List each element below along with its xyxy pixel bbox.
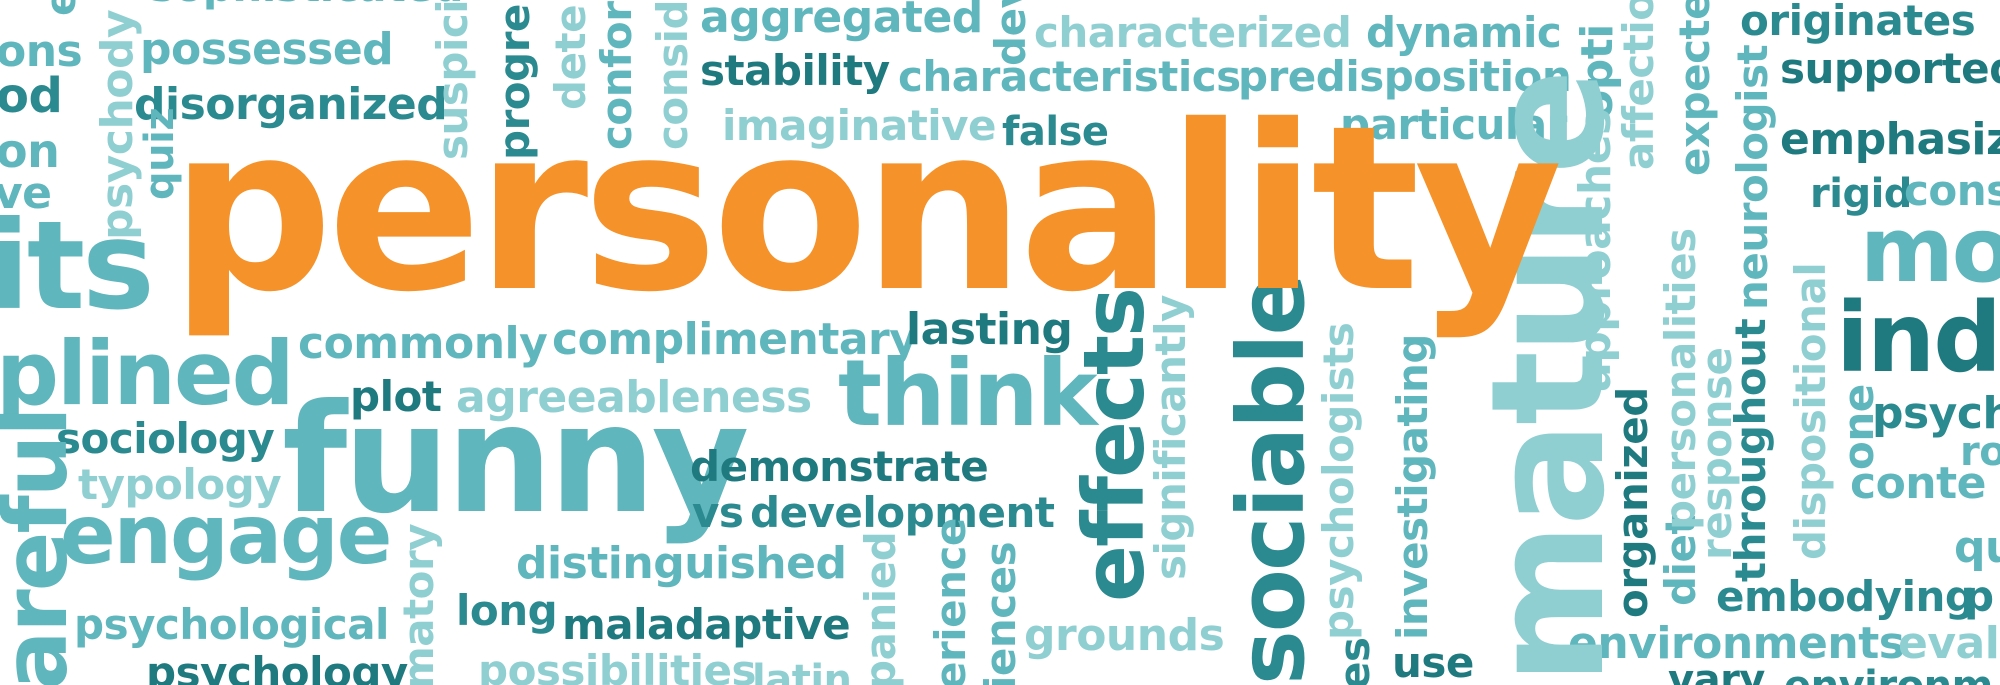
word-organized-vertical: organized (1608, 387, 1657, 618)
word-latin: latin (752, 657, 852, 685)
word-developed-vertical: dev (986, 0, 1035, 66)
word-sophisticated: sophisticated (150, 0, 464, 8)
word-aggregated: aggregated (700, 0, 983, 43)
word-long: long (456, 586, 558, 635)
word-agreeableness: agreeableness (456, 372, 812, 423)
word-conte: conte (1850, 458, 1987, 509)
word-od: od (0, 68, 63, 124)
word-one-vertical: one (1834, 384, 1883, 470)
word-expected-vertical: expecte (1670, 0, 1719, 176)
word-its: its (0, 195, 155, 337)
word-demonstrate: demonstrate (690, 442, 989, 491)
word-p: p (1964, 572, 1994, 621)
word-vs: vs (692, 488, 744, 537)
word-psych: psych (1872, 388, 2000, 439)
word-ro: ro (1960, 429, 2000, 475)
word-complimentary: complimentary (552, 314, 918, 365)
word-plined: plined (0, 322, 295, 425)
word-neurologist-vertical: neurologist (1728, 44, 1777, 310)
word-false: false (1002, 109, 1109, 155)
word-psychological: psychological (74, 600, 389, 649)
word-think: think (838, 340, 1098, 447)
word-grounds: grounds (1024, 610, 1225, 661)
word-ve: ve (0, 168, 52, 219)
word-supported: supported (1780, 44, 2000, 93)
word-disorganized: disorganized (134, 79, 448, 130)
word-predisposition: predisposition (1238, 52, 1572, 101)
word-possessed: possessed (140, 24, 394, 75)
word-characterized: characterized (1034, 8, 1352, 57)
word-distinguished: distinguished (516, 538, 847, 589)
word-rigid: rigid (1810, 171, 1912, 217)
word-stability: stability (700, 46, 890, 95)
word-sociology: sociology (56, 414, 275, 463)
word-mo: mo (1860, 198, 2000, 303)
word-personality-main: personality (170, 76, 1563, 342)
word-engage: engage (60, 488, 392, 583)
word-on: on (0, 124, 60, 178)
word-ons: ons (0, 26, 83, 77)
word-qua: qua (1954, 522, 2000, 573)
word-dynamic: dynamic (1366, 8, 1562, 57)
word-throughout-vertical: throughout (1726, 318, 1775, 582)
word-evalu: evalu (1898, 618, 2000, 669)
word-inflammatory-vertical: matory (394, 523, 443, 685)
word-investigating-vertical: investigating (1388, 334, 1437, 640)
word-lasting: lasting (906, 304, 1073, 355)
word-commonly: commonly (298, 318, 548, 369)
word-imaginative: imaginative (722, 101, 997, 150)
word-psychodynamic-vertical: psychody (92, 9, 143, 240)
word-const: const (1904, 166, 2000, 215)
word-embodying: embodying (1716, 572, 1975, 621)
word-dispositional-vertical: dispositional (1786, 262, 1835, 560)
word-experience-vertical: erience (926, 518, 975, 685)
word-particular: particular (1340, 100, 1567, 149)
word-possibilities: possibilities (478, 646, 757, 685)
word-environm: environm (1784, 666, 1993, 685)
word-environments: environments (1568, 618, 1905, 669)
word-originates: originates (1740, 0, 1976, 45)
word-psychologists-vertical: psychologists (1314, 322, 1363, 640)
word-careful-vertical: areful (0, 408, 87, 685)
word-psychology: psychology (146, 648, 408, 685)
word-es-vertical: es (1330, 637, 1379, 685)
word-experiences-vertical: iences (976, 541, 1025, 685)
word-inde: inde (1836, 282, 2000, 394)
word-plot: plot (350, 372, 442, 421)
word-emphasiz: emphasiz (1780, 114, 2000, 165)
word-funny: funny (282, 373, 749, 547)
word-e-vertical: e (36, 0, 85, 16)
word-vary: vary (1668, 657, 1765, 685)
word-accompanied-vertical: panied (856, 531, 905, 685)
word-maladaptive: maladaptive (562, 600, 851, 649)
word-development: development (750, 488, 1055, 537)
word-typology: typology (78, 460, 282, 509)
word-characteristics: characteristics (898, 52, 1241, 101)
word-use: use (1392, 638, 1474, 685)
